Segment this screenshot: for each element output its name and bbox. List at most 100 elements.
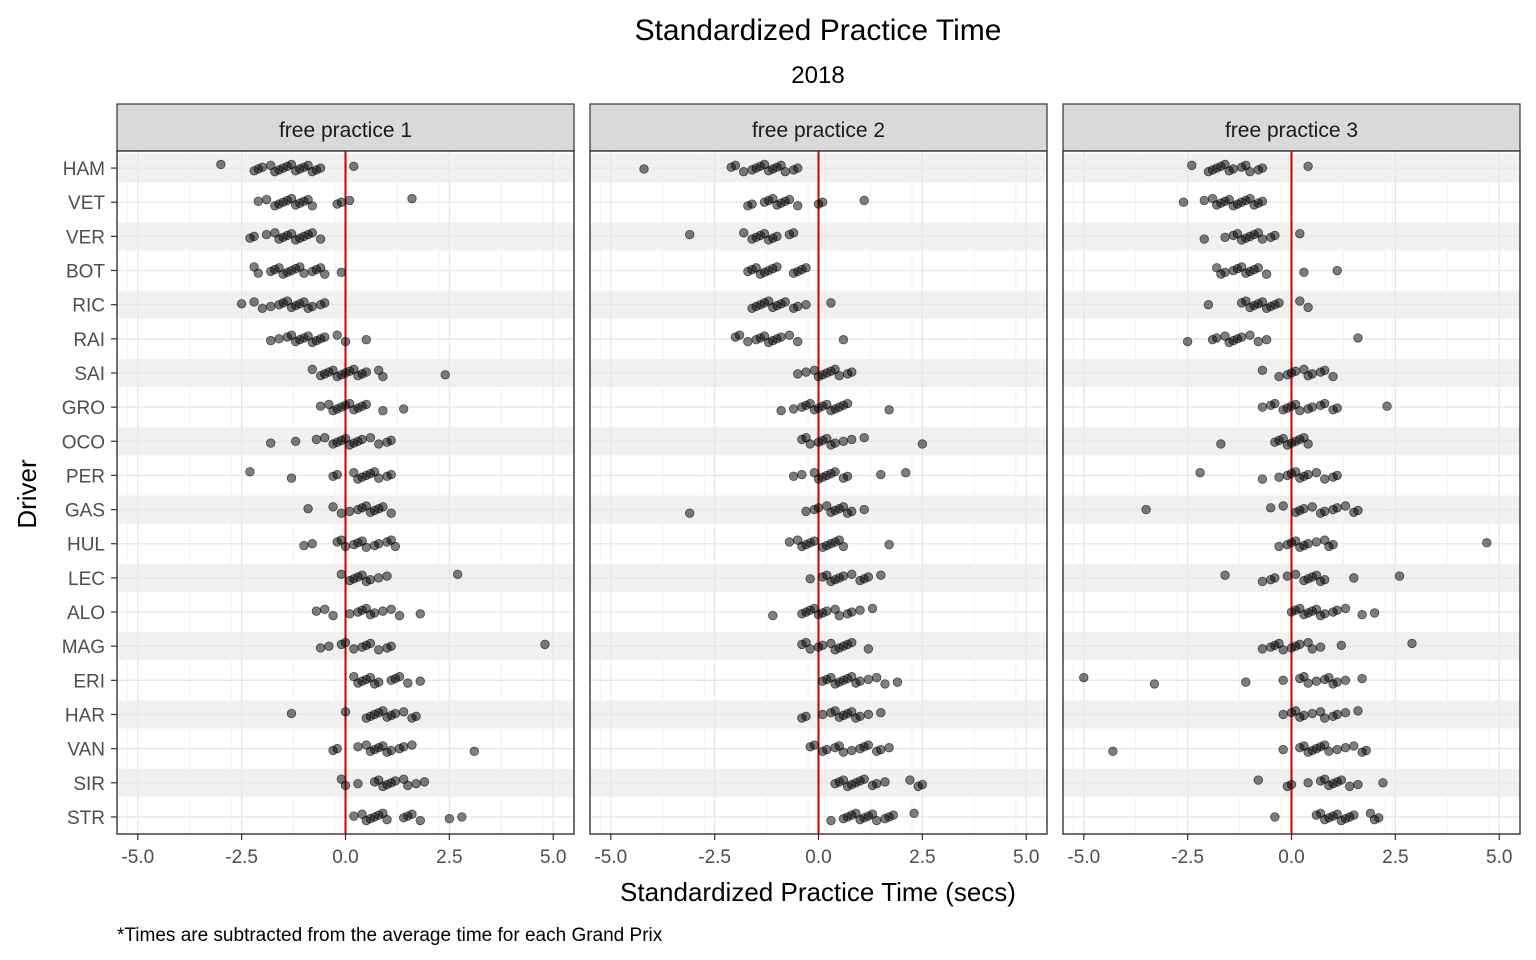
data-point (784, 194, 795, 205)
data-point (253, 196, 263, 207)
data-point (863, 644, 874, 654)
data-point (365, 638, 376, 649)
data-point (290, 436, 301, 446)
data-point (1361, 745, 1371, 756)
data-point (739, 228, 749, 238)
data-point (1270, 573, 1280, 583)
data-point (353, 742, 363, 752)
data-point (1307, 402, 1317, 412)
data-point (1332, 403, 1342, 413)
data-point (274, 334, 284, 344)
y-tick-label: ALO (67, 603, 105, 624)
data-point (876, 469, 886, 480)
data-point (1482, 538, 1492, 548)
data-point (1340, 707, 1351, 718)
data-point (826, 815, 836, 826)
data-point (884, 743, 894, 753)
data-point (801, 367, 811, 377)
data-point (1303, 469, 1313, 480)
data-point (809, 536, 820, 546)
data-point (1220, 570, 1230, 580)
data-point (1332, 503, 1342, 513)
data-point (838, 335, 849, 345)
data-point (1332, 470, 1342, 481)
data-point (1303, 539, 1313, 549)
data-point (1336, 640, 1347, 650)
facet-strip (589, 103, 1048, 152)
facet-strip-label: free practice 3 (1225, 119, 1358, 142)
data-point (884, 539, 894, 550)
data-point (1199, 195, 1209, 206)
data-point (1382, 401, 1392, 411)
data-point (266, 438, 276, 448)
data-point (332, 469, 342, 480)
data-point (394, 672, 405, 682)
y-tick-label: HUL (67, 535, 105, 556)
data-point (340, 780, 351, 791)
data-point (813, 503, 824, 513)
data-point (1257, 234, 1268, 244)
data-point (805, 574, 815, 584)
data-point (390, 541, 401, 552)
data-point (349, 811, 359, 821)
data-point (315, 401, 326, 411)
data-point (320, 432, 330, 443)
data-point (917, 439, 928, 449)
data-point (1332, 677, 1342, 687)
chart-title: Standardized Practice Time (635, 14, 1002, 47)
data-point (253, 268, 263, 278)
data-point (374, 473, 384, 483)
data-point (307, 228, 317, 238)
data-point (374, 645, 384, 655)
data-point (394, 610, 405, 621)
data-point (361, 367, 371, 377)
data-point (776, 406, 786, 416)
data-point (1299, 267, 1309, 278)
data-point (863, 674, 874, 685)
data-point (411, 711, 421, 721)
data-point (1274, 298, 1284, 308)
x-tick-label: -2.5 (698, 847, 731, 868)
data-point (1261, 335, 1272, 345)
data-point (266, 335, 276, 346)
data-point (793, 301, 803, 312)
y-tick-label: LEC (68, 569, 105, 590)
data-point (307, 539, 317, 549)
data-point (398, 707, 409, 717)
data-point (830, 438, 840, 448)
data-point (1303, 778, 1313, 788)
data-point (1344, 781, 1355, 792)
data-point (1257, 196, 1268, 207)
data-point (884, 405, 894, 415)
data-point (324, 641, 334, 651)
data-point (328, 502, 338, 512)
data-point (1257, 576, 1268, 587)
data-point (1079, 672, 1089, 683)
data-point (1245, 166, 1255, 177)
data-point (378, 502, 388, 512)
data-point (336, 197, 347, 207)
data-point (1340, 501, 1351, 511)
data-point (743, 336, 753, 347)
data-point (1394, 571, 1405, 581)
data-point (838, 541, 849, 552)
data-point (361, 335, 371, 345)
data-point (805, 439, 815, 449)
data-point (1274, 371, 1284, 382)
x-tick-label: 5.0 (1013, 847, 1039, 868)
data-point (1303, 439, 1313, 449)
data-point (834, 610, 844, 621)
data-point (386, 469, 396, 480)
data-point (901, 468, 911, 478)
data-point (1340, 743, 1351, 753)
data-point (344, 506, 355, 517)
data-point (1353, 779, 1363, 790)
data-point (332, 330, 342, 340)
data-point (1195, 468, 1205, 478)
data-point (403, 780, 413, 791)
data-point (386, 641, 396, 651)
data-point (374, 677, 384, 687)
data-point (880, 777, 890, 787)
data-point (361, 542, 371, 553)
